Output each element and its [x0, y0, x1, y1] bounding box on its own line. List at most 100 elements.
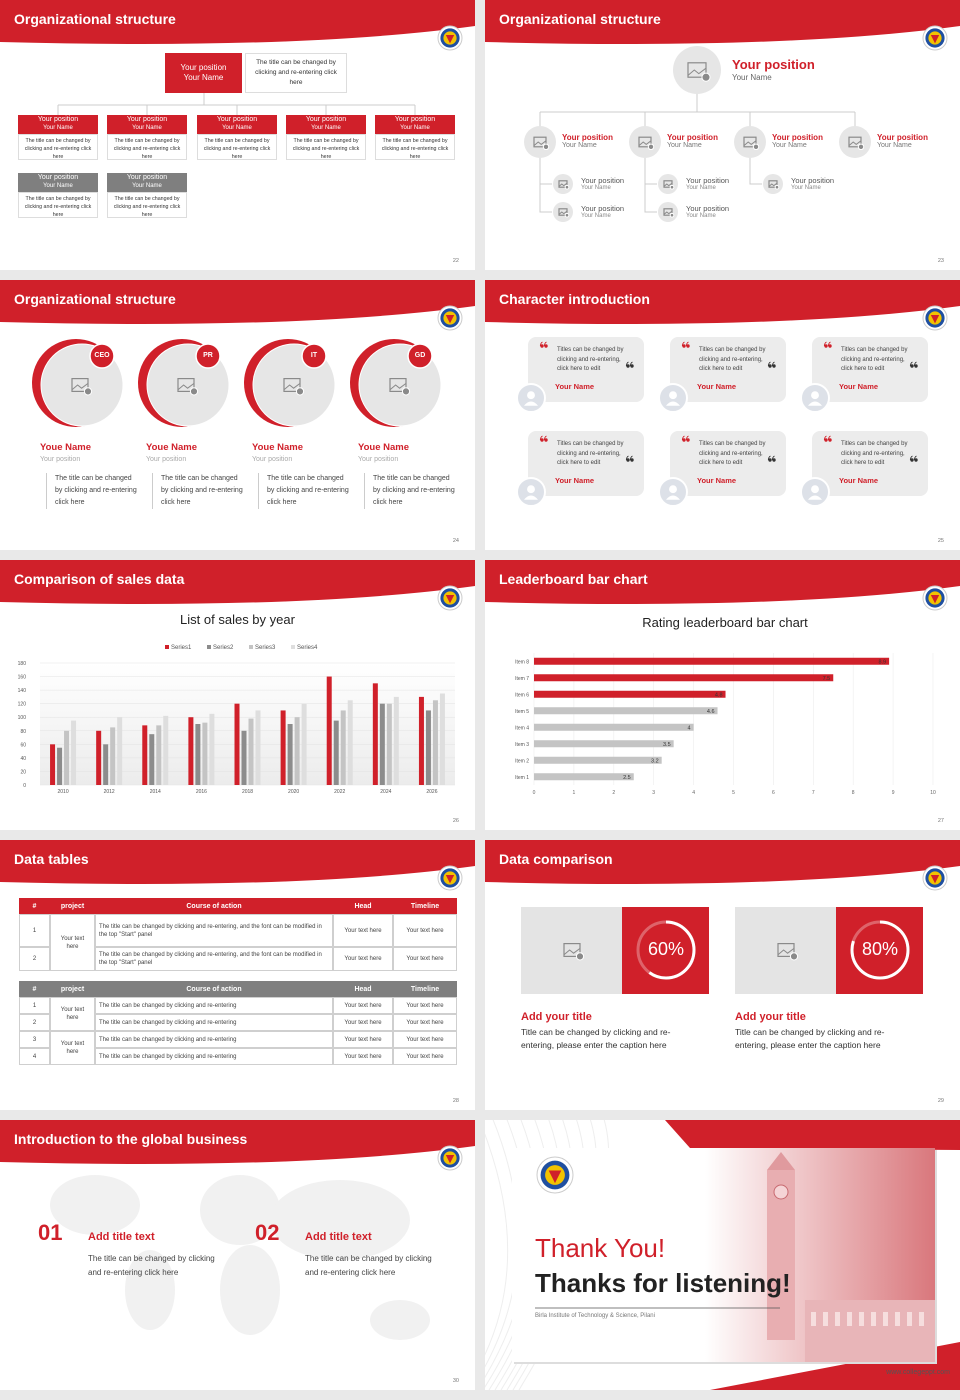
bar	[110, 727, 116, 785]
member-name: Your Name	[562, 142, 597, 149]
y-tick-label: 80	[20, 729, 26, 735]
building-window	[907, 1312, 912, 1326]
open-quote	[686, 438, 690, 442]
quote-tail	[909, 361, 913, 367]
head-name: Your Name	[732, 73, 772, 82]
quote-tail	[681, 435, 685, 441]
ring-value	[636, 920, 696, 980]
building-window	[823, 1312, 828, 1326]
image-icon-mountain	[71, 383, 89, 391]
header-band	[0, 0, 475, 44]
image-icon-mountain	[558, 182, 568, 187]
open-quote	[828, 438, 832, 442]
tower-top	[767, 1152, 795, 1170]
table-cell: The title can be changed by clicking and…	[95, 1048, 333, 1065]
school: Birla Institute of Technology & Science,…	[535, 1313, 655, 1319]
image-icon-mountain	[638, 140, 652, 146]
image-icon-mountain	[768, 182, 778, 187]
item-text: The title can be changed by clicking and…	[88, 1254, 215, 1277]
slide: 0 1 2 3 4 5 6 7 8 9 10 Item 1 2.5 Item 2 3.2 Item 3 3.5 I…	[485, 560, 960, 830]
map-shape	[125, 1250, 175, 1330]
slide-title: Leaderboard bar chart	[499, 571, 648, 587]
image-icon-mountain	[283, 383, 301, 391]
person-name: Youe Name	[40, 442, 92, 453]
slide-title: Organizational structure	[14, 291, 176, 307]
close-quote	[914, 364, 918, 368]
image-icon-mountain	[558, 210, 568, 215]
person-text: The title can be changed by clicking and…	[152, 473, 246, 509]
value-label: 4	[688, 725, 691, 731]
image-icon-plus	[189, 387, 199, 396]
box-text: The title can be changed by clicking and…	[107, 192, 187, 218]
value-label: 3.5	[663, 742, 671, 748]
bar	[188, 717, 194, 785]
sub-name: Your Name	[686, 213, 716, 219]
slide: Organizational structure Your position You…	[485, 0, 960, 270]
header-cell: project	[50, 898, 95, 914]
box-text: The title can be changed by clicking and…	[18, 192, 98, 218]
box-header: Your position Your Name	[107, 115, 187, 134]
building-window	[859, 1312, 864, 1326]
box-header: Your position Your Name	[18, 115, 98, 134]
table-cell: 4	[19, 1048, 50, 1065]
building-window	[871, 1312, 876, 1326]
x-tick-label: 2012	[104, 789, 115, 795]
close-quote	[630, 364, 634, 368]
image-icon-plus	[752, 143, 760, 151]
card-text: Titles can be changed by clicking and re…	[841, 441, 908, 466]
header-cell: #	[19, 981, 50, 997]
slide: Organizational structure Your position You…	[0, 0, 475, 270]
map-shape	[370, 1300, 430, 1340]
slide-title: Data comparison	[499, 851, 613, 867]
image-icon	[768, 180, 778, 188]
table-cell: The title can be changed by clicking and…	[95, 947, 333, 971]
member-name: Your Name	[877, 142, 912, 149]
image-panel	[521, 907, 622, 994]
bar	[96, 730, 102, 785]
image-icon-mountain	[777, 948, 795, 956]
image-icon	[389, 377, 407, 392]
quote-tail	[543, 341, 547, 347]
table-cell: Your text here	[333, 914, 393, 947]
y-tick-label: 20	[20, 769, 26, 775]
x-tick-label: 9	[892, 790, 895, 796]
bar	[534, 773, 634, 781]
page-number: 27	[937, 818, 944, 824]
image-icon-plus	[564, 184, 570, 190]
sub-name: Your Name	[581, 185, 611, 191]
y-tick-label: Item 2	[515, 758, 529, 764]
quote-tail	[685, 341, 689, 347]
page-number: 30	[452, 1378, 459, 1384]
card-name: Your Name	[697, 382, 737, 391]
badge-label: CEO	[94, 352, 110, 359]
sub-connector	[644, 158, 657, 213]
map-shape	[50, 1175, 140, 1235]
sub-connector	[749, 158, 762, 185]
note-box: The title can be changed by clicking and…	[245, 53, 347, 93]
legend-label: Series4	[297, 645, 318, 651]
table-cell: Your text here	[393, 914, 457, 947]
slide-title: Introduction to the global business	[14, 1131, 248, 1147]
close-quote	[768, 364, 772, 368]
card-name: Your Name	[555, 476, 595, 485]
x-tick-label: 2020	[288, 789, 299, 795]
box-position: Your position	[216, 116, 258, 123]
bar	[534, 723, 694, 731]
image-panel	[735, 907, 836, 994]
x-tick-label: 8	[852, 790, 855, 796]
open-quote	[828, 344, 832, 348]
item-title: Add title text	[88, 1231, 155, 1243]
page-number: 23	[937, 258, 944, 264]
close-quote	[626, 458, 630, 462]
bar	[149, 734, 155, 785]
image-icon	[563, 942, 581, 957]
logo-mark	[445, 1155, 455, 1164]
table-cell: Your text here	[333, 1031, 393, 1048]
percent-label: 80%	[861, 939, 899, 959]
bar	[255, 710, 261, 785]
image-icon-plus	[669, 212, 675, 218]
member-position: Your position	[772, 133, 823, 142]
bar	[432, 700, 438, 785]
image-icon-mountain	[848, 140, 862, 146]
header-cell: Course of action	[95, 981, 333, 997]
